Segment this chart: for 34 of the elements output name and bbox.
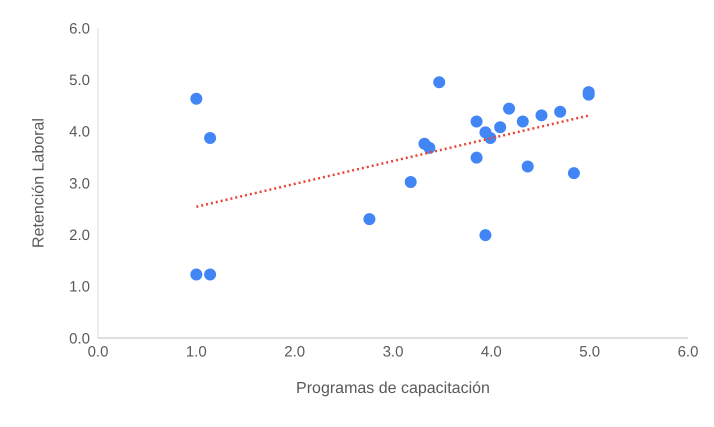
y-axis-title: Retención Laboral [30,118,48,248]
point [554,106,566,118]
point [522,160,534,172]
x-axis-title: Programas de capacitación [296,380,490,397]
y-tick-label: 4.0 [69,124,90,141]
y-tick-label: 5.0 [69,72,90,89]
x-tick-label: 0.0 [88,344,108,361]
point [503,102,516,115]
point [423,142,436,154]
point [190,92,202,105]
point [470,152,483,164]
x-tick-label: 1.0 [186,344,207,361]
x-tick-label: 3.0 [382,344,404,361]
x-tick-label: 2.0 [284,344,306,361]
point [470,116,483,128]
point [479,229,492,242]
point [204,268,216,280]
point [535,109,548,122]
y-tick-label: 6.0 [69,20,90,38]
point [433,76,446,88]
x-tick-label: 5.0 [579,344,600,361]
x-tick-label: 6.0 [678,344,698,361]
x-tick-label: 4.0 [480,344,502,361]
y-tick-label: 1.0 [69,278,90,296]
point [516,116,529,128]
point [494,121,506,134]
point [204,132,216,144]
point [568,167,580,180]
y-tick-label: 3.0 [69,175,90,192]
y-tick-label: 2.0 [69,226,90,244]
point [190,268,202,280]
point [363,213,376,226]
y-tick-label: 0.0 [69,330,90,348]
point [404,176,417,188]
